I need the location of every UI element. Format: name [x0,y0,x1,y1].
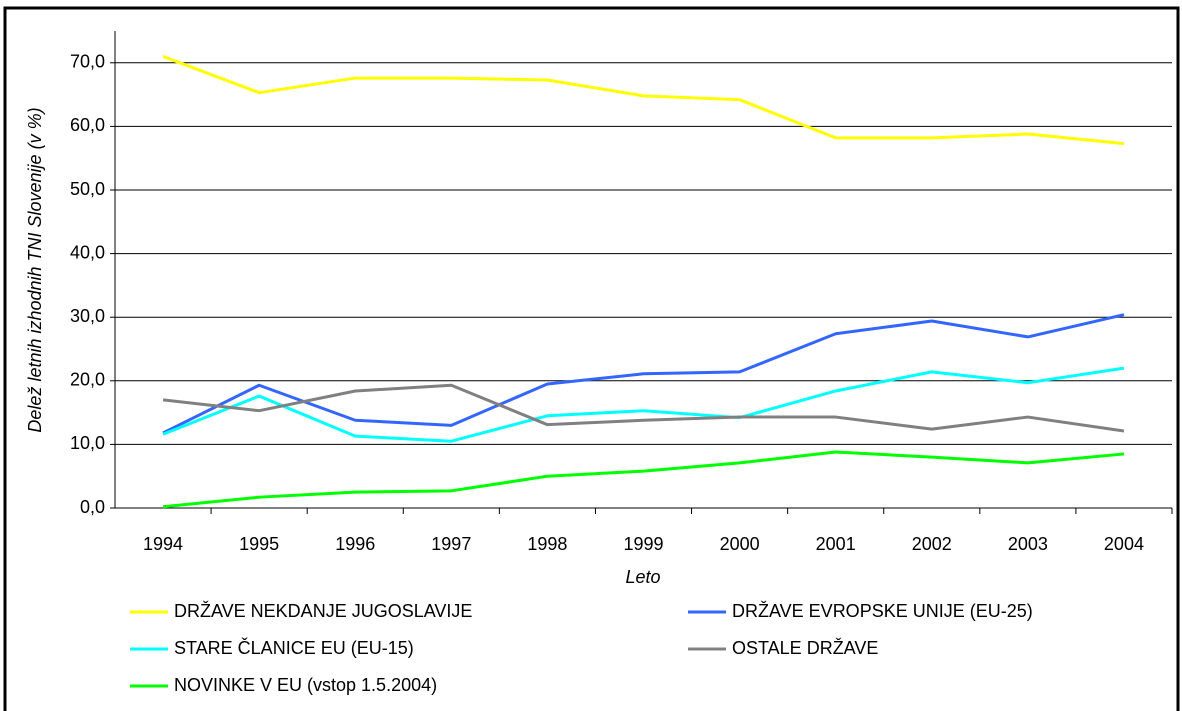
x-tick-label: 1998 [527,534,567,554]
x-tick-label: 1994 [143,534,183,554]
series-line [162,313,1125,435]
series-line [162,450,1125,509]
legend-label: NOVINKE V EU (vstop 1.5.2004) [174,675,437,695]
x-tick-label: 1996 [335,534,375,554]
x-tick-label: 2002 [912,534,952,554]
y-tick-label: 50,0 [70,179,105,199]
y-axis-label: Delež letnih izhodnih TNI Slovenije (v %… [25,107,45,432]
x-tick-label: 2000 [720,534,760,554]
y-tick-label: 10,0 [70,433,105,453]
x-tick-label: 1999 [623,534,663,554]
series-line [162,383,1125,433]
legend-label: STARE ČLANICE EU (EU-15) [174,637,414,658]
frame [3,6,1180,711]
series-line [162,366,1125,443]
x-tick-label: 2003 [1008,534,1048,554]
legend-label: DRŽAVE EVROPSKE UNIJE (EU-25) [732,601,1033,621]
legend-label: OSTALE DRŽAVE [732,638,878,658]
x-tick-label: 2001 [816,534,856,554]
y-tick-label: 20,0 [70,370,105,390]
x-tick-label: 1995 [239,534,279,554]
y-tick-label: 0,0 [80,497,105,517]
x-axis-label: Leto [625,567,660,587]
y-tick-label: 30,0 [70,306,105,326]
x-tick-label: 1997 [431,534,471,554]
legend-label: DRŽAVE NEKDANJE JUGOSLAVIJE [174,601,472,621]
y-tick-label: 70,0 [70,52,105,72]
y-tick-label: 60,0 [70,115,105,135]
y-tick-label: 40,0 [70,242,105,262]
x-tick-label: 2004 [1104,534,1144,554]
series-line [162,55,1125,146]
